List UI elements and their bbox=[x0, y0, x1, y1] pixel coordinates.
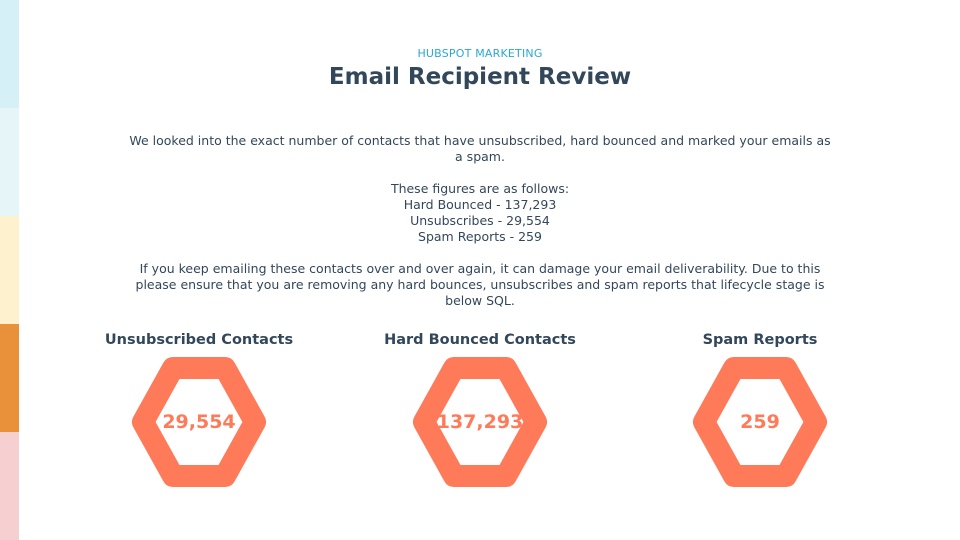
stripe-5 bbox=[0, 432, 19, 540]
intro-paragraph: We looked into the exact number of conta… bbox=[129, 133, 831, 164]
decorative-side-stripes bbox=[0, 0, 19, 540]
hexagon-ring bbox=[132, 357, 266, 487]
page-title: Email Recipient Review bbox=[328, 64, 632, 90]
description-block: We looked into the exact number of conta… bbox=[125, 133, 835, 309]
hexagon-ring bbox=[693, 357, 827, 487]
figures-heading: These figures are as follows: bbox=[390, 181, 570, 196]
metric-value: 137,293 bbox=[436, 411, 524, 433]
hexagon-icon bbox=[413, 357, 547, 487]
hexagon-ring bbox=[413, 357, 547, 487]
stripe-2 bbox=[0, 108, 19, 216]
figure-hard-bounced: Hard Bounced - 137,293 bbox=[403, 197, 557, 212]
hexagon-shape bbox=[132, 357, 266, 487]
hexagon-shape bbox=[693, 357, 827, 487]
eyebrow-label: HUBSPOT MARKETING bbox=[417, 47, 543, 60]
metric-spam-reports: Spam Reports 259 bbox=[630, 332, 890, 502]
stripe-4 bbox=[0, 324, 19, 432]
stripe-3 bbox=[0, 216, 19, 324]
metric-label: Spam Reports bbox=[702, 332, 818, 348]
metric-value: 259 bbox=[740, 411, 780, 433]
metric-hard-bounced: Hard Bounced Contacts 137,293 bbox=[350, 332, 610, 502]
hexagon-icon bbox=[132, 357, 266, 487]
metric-value: 29,554 bbox=[162, 411, 236, 433]
stripe-1 bbox=[0, 0, 19, 108]
hexagon-shape bbox=[413, 357, 547, 487]
metric-unsubscribed: Unsubscribed Contacts 29,554 bbox=[69, 332, 329, 502]
hexagon-icon bbox=[693, 357, 827, 487]
advice-paragraph: If you keep emailing these contacts over… bbox=[135, 261, 825, 308]
figure-spam-reports: Spam Reports - 259 bbox=[418, 229, 542, 244]
figure-unsubscribes: Unsubscribes - 29,554 bbox=[410, 213, 550, 228]
metric-label: Hard Bounced Contacts bbox=[384, 332, 576, 348]
metric-label: Unsubscribed Contacts bbox=[104, 332, 294, 348]
